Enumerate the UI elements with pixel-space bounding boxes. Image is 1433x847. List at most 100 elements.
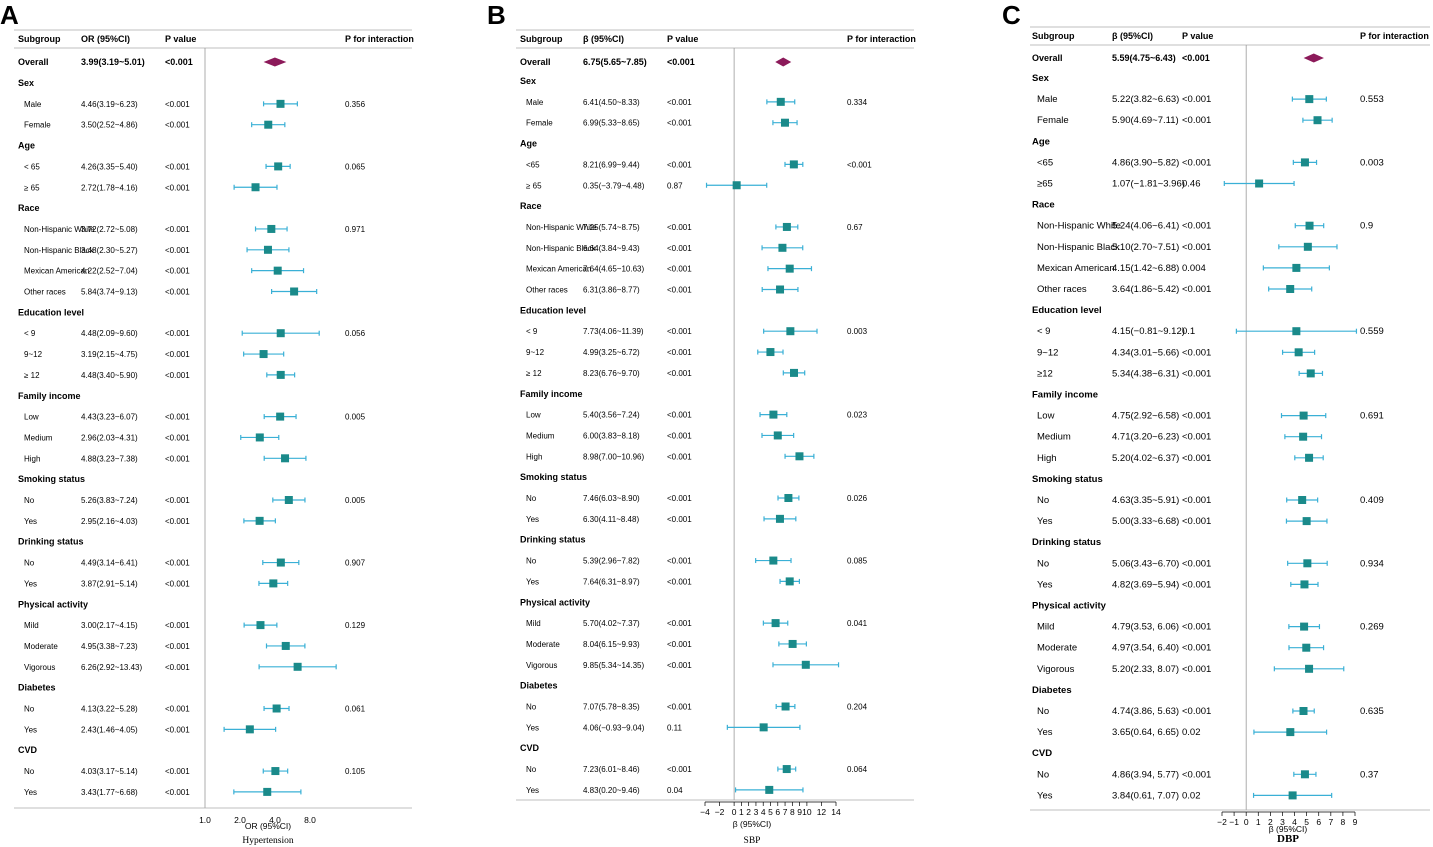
row-label: No — [1037, 706, 1049, 717]
point-estimate-marker — [801, 660, 810, 669]
group-heading: Sex — [18, 78, 34, 88]
point-estimate-marker — [1305, 95, 1314, 104]
point-estimate-marker — [245, 725, 254, 734]
x-tick-label: 10 — [802, 807, 812, 817]
row-p-value: <0.001 — [165, 496, 190, 505]
row-p-value: <0.001 — [667, 223, 692, 232]
row-estimate: 5.70(4.02~7.37) — [583, 619, 640, 628]
x-tick-label: 7 — [783, 807, 788, 817]
header-estimate: β (95%CI) — [583, 34, 624, 44]
row-estimate: 3.43(1.77~6.68) — [81, 788, 138, 797]
header-p-value: P value — [165, 34, 196, 44]
group-heading: Education level — [1032, 305, 1102, 316]
x-tick-label: 0 — [1244, 817, 1249, 827]
row-estimate: 4.34(3.01~5.66) — [1112, 347, 1179, 358]
row-label: Medium — [1037, 432, 1071, 443]
point-estimate-marker — [1288, 791, 1297, 800]
row-label: ≥ 65 — [526, 181, 542, 190]
header-subgroup: Subgroup — [1032, 31, 1075, 41]
row-p-interaction: 0.971 — [345, 225, 366, 234]
point-estimate-marker — [272, 704, 281, 713]
group-heading: Smoking status — [1032, 474, 1103, 485]
point-estimate-marker — [1292, 263, 1301, 272]
row-label: <65 — [526, 160, 540, 169]
row-p-interaction: 0.553 — [1360, 94, 1384, 105]
header-p-value: P value — [1182, 31, 1213, 41]
group-heading: Physical activity — [520, 597, 590, 607]
x-tick-label: 8 — [1341, 817, 1346, 827]
row-estimate: 5.20(2.33, 8.07) — [1112, 664, 1179, 675]
row-p-interaction: 0.269 — [1360, 622, 1384, 633]
row-label: No — [24, 767, 35, 776]
x-axis-label: β (95%CI) — [1269, 824, 1308, 834]
row-label: Non-Hispanic White — [1037, 221, 1121, 232]
row-p-value: <0.001 — [1182, 284, 1211, 295]
point-estimate-marker — [1300, 622, 1309, 631]
row-p-value: <0.001 — [667, 577, 692, 586]
row-p-value: <0.001 — [1182, 242, 1211, 253]
group-heading: Drinking status — [1032, 537, 1101, 548]
row-label: Mild — [526, 619, 541, 628]
x-tick-label: 4 — [1292, 817, 1297, 827]
row-p-value: <0.001 — [1182, 622, 1211, 633]
row-p-value: <0.001 — [667, 619, 692, 628]
row-p-value: <0.001 — [165, 767, 190, 776]
row-label: No — [24, 559, 35, 568]
row-p-value: <0.001 — [667, 98, 692, 107]
row-estimate: 5.90(4.69~7.11) — [1112, 115, 1179, 126]
point-estimate-marker — [274, 162, 283, 171]
row-label: Female — [1037, 115, 1069, 126]
point-estimate-marker — [1306, 369, 1315, 378]
row-p-value: 0.02 — [1182, 790, 1201, 801]
row-label: Vigorous — [1037, 664, 1075, 675]
point-estimate-marker — [1286, 285, 1295, 293]
row-estimate: 7.07(5.78~8.35) — [583, 703, 640, 712]
row-estimate: 5.34(4.38~6.31) — [1112, 368, 1179, 379]
row-p-value: <0.001 — [667, 286, 692, 295]
row-estimate: 6.26(2.92~13.43) — [81, 663, 142, 672]
group-heading: Race — [18, 203, 40, 213]
row-estimate: 6.41(4.50~8.33) — [583, 98, 640, 107]
row-p-interaction: 0.559 — [1360, 326, 1384, 337]
row-label: Moderate — [1037, 643, 1077, 654]
row-p-value: <0.001 — [667, 765, 692, 774]
overall-estimate: 3.99(3.19~5.01) — [81, 57, 145, 67]
row-p-value: <0.001 — [1182, 94, 1211, 105]
row-p-value: <0.001 — [667, 703, 692, 712]
panel-letter: A — [0, 0, 19, 30]
row-p-interaction: 0.005 — [345, 496, 366, 505]
row-p-interaction: 0.056 — [345, 329, 366, 338]
row-p-value: <0.001 — [667, 494, 692, 503]
row-estimate: 5.24(4.06~6.41) — [1112, 221, 1179, 232]
row-p-interaction: 0.129 — [345, 621, 366, 630]
point-estimate-marker — [1286, 728, 1295, 737]
row-p-value: <0.001 — [667, 515, 692, 524]
row-estimate: 3.19(2.15~4.75) — [81, 350, 138, 359]
row-p-interaction: 0.064 — [847, 765, 868, 774]
row-p-interaction: 0.023 — [847, 411, 868, 420]
row-estimate: 5.26(3.83~7.24) — [81, 496, 138, 505]
point-estimate-marker — [1300, 158, 1309, 167]
row-p-interaction: 0.204 — [847, 703, 868, 712]
x-tick-label: −1 — [1229, 817, 1239, 827]
row-label: No — [24, 705, 35, 714]
row-p-value: <0.001 — [165, 246, 190, 255]
x-tick-label: 1 — [1256, 817, 1261, 827]
point-estimate-marker — [795, 452, 804, 461]
row-estimate: 4.99(3.25~6.72) — [583, 348, 640, 357]
point-estimate-marker — [255, 433, 264, 442]
x-tick-label: 6 — [1316, 817, 1321, 827]
row-label: No — [1037, 495, 1049, 506]
group-heading: Smoking status — [520, 472, 587, 482]
point-estimate-marker — [786, 327, 795, 336]
point-estimate-marker — [776, 285, 785, 294]
row-estimate: 5.84(3.74~9.13) — [81, 288, 138, 297]
row-p-value: 0.46 — [1182, 179, 1201, 190]
row-p-value: <0.001 — [165, 788, 190, 797]
row-p-interaction: 0.334 — [847, 98, 868, 107]
row-p-value: <0.001 — [667, 160, 692, 169]
row-estimate: 6.00(3.83~8.18) — [583, 431, 640, 440]
point-estimate-marker — [788, 639, 797, 648]
row-label: < 9 — [1037, 326, 1050, 337]
point-estimate-marker — [776, 97, 785, 106]
